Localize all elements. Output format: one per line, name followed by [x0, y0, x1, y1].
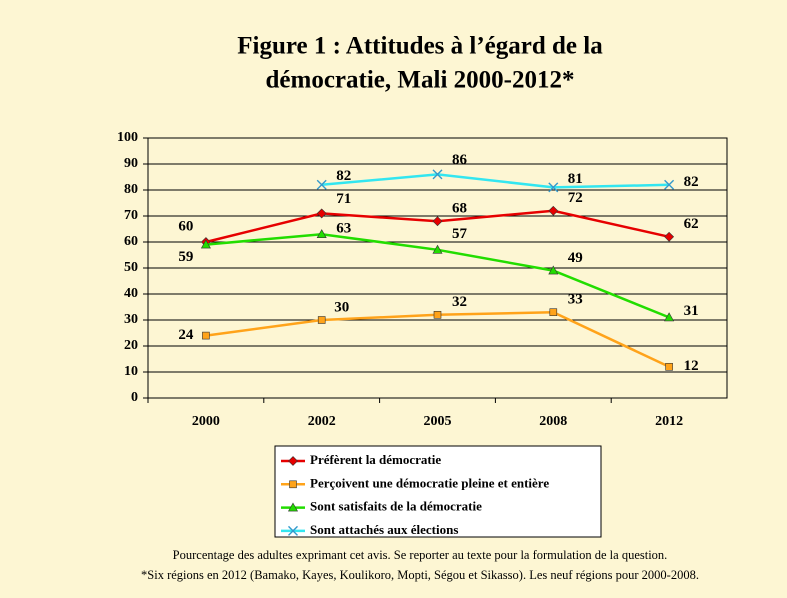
data-label: 57	[452, 226, 468, 242]
footnote: *Six régions en 2012 (Bamako, Kayes, Kou…	[141, 568, 699, 582]
footnote: Pourcentage des adultes exprimant cet av…	[173, 548, 668, 562]
marker	[664, 231, 675, 242]
x-tick-label: 2002	[308, 414, 336, 429]
legend-label: Perçoivent une démocratie pleine et enti…	[310, 475, 549, 490]
marker	[317, 316, 326, 324]
y-tick-label: 10	[124, 364, 138, 379]
marker	[665, 362, 673, 371]
chart-title: démocratie, Mali 2000-2012*	[266, 67, 575, 94]
marker	[288, 525, 298, 536]
chart-title: Figure 1 : Attitudes à l’égard de la	[237, 33, 603, 60]
data-label: 62	[684, 216, 699, 232]
data-label: 68	[452, 201, 467, 217]
y-tick-label: 100	[117, 130, 138, 145]
data-label: 12	[684, 358, 699, 374]
data-label: 32	[452, 294, 467, 310]
legend-box	[274, 445, 602, 538]
data-label: 81	[568, 171, 583, 187]
marker	[664, 312, 675, 322]
data-label: 63	[336, 221, 351, 237]
data-label: 86	[452, 152, 468, 168]
marker	[316, 229, 327, 238]
data-label: 33	[568, 292, 583, 308]
marker	[548, 265, 559, 275]
y-tick-label: 90	[124, 156, 138, 171]
data-label: 60	[178, 218, 193, 234]
data-label: 30	[334, 299, 349, 315]
y-tick-label: 0	[131, 390, 138, 405]
y-tick-label: 70	[124, 208, 138, 223]
y-tick-label: 80	[124, 182, 138, 197]
marker	[432, 244, 443, 254]
data-label: 49	[568, 250, 583, 266]
x-tick-label: 2008	[539, 414, 567, 429]
marker	[432, 216, 443, 227]
y-tick-label: 40	[124, 286, 138, 301]
x-tick-label: 2005	[424, 414, 452, 429]
data-label: 82	[684, 174, 699, 190]
marker	[432, 169, 443, 180]
marker	[548, 182, 559, 193]
y-tick-label: 20	[124, 338, 138, 353]
data-label: 31	[684, 303, 699, 319]
plot-border	[147, 137, 728, 399]
data-label: 71	[336, 191, 351, 207]
marker	[664, 179, 675, 190]
series-line	[321, 173, 670, 189]
marker	[549, 308, 558, 317]
data-label: 24	[178, 327, 194, 343]
data-label: 72	[568, 190, 583, 206]
legend-label: Sont attachés aux élections	[310, 522, 458, 537]
y-tick-label: 30	[124, 312, 138, 327]
marker	[289, 480, 297, 489]
marker	[287, 502, 299, 512]
x-tick-label: 2000	[192, 414, 220, 429]
legend-label: Sont satisfaits de la démocratie	[310, 499, 482, 514]
marker	[288, 456, 298, 466]
x-tick-label: 2012	[655, 414, 683, 429]
marker	[548, 205, 559, 216]
legend-label: Préfèrent la démocratie	[310, 452, 441, 467]
marker	[316, 208, 327, 219]
marker	[202, 331, 210, 340]
y-tick-label: 50	[124, 260, 138, 275]
marker	[433, 310, 442, 319]
y-tick-label: 60	[124, 234, 138, 249]
data-label: 82	[336, 168, 351, 184]
data-label: 59	[178, 249, 193, 265]
marker	[316, 179, 327, 190]
marker	[200, 239, 211, 249]
